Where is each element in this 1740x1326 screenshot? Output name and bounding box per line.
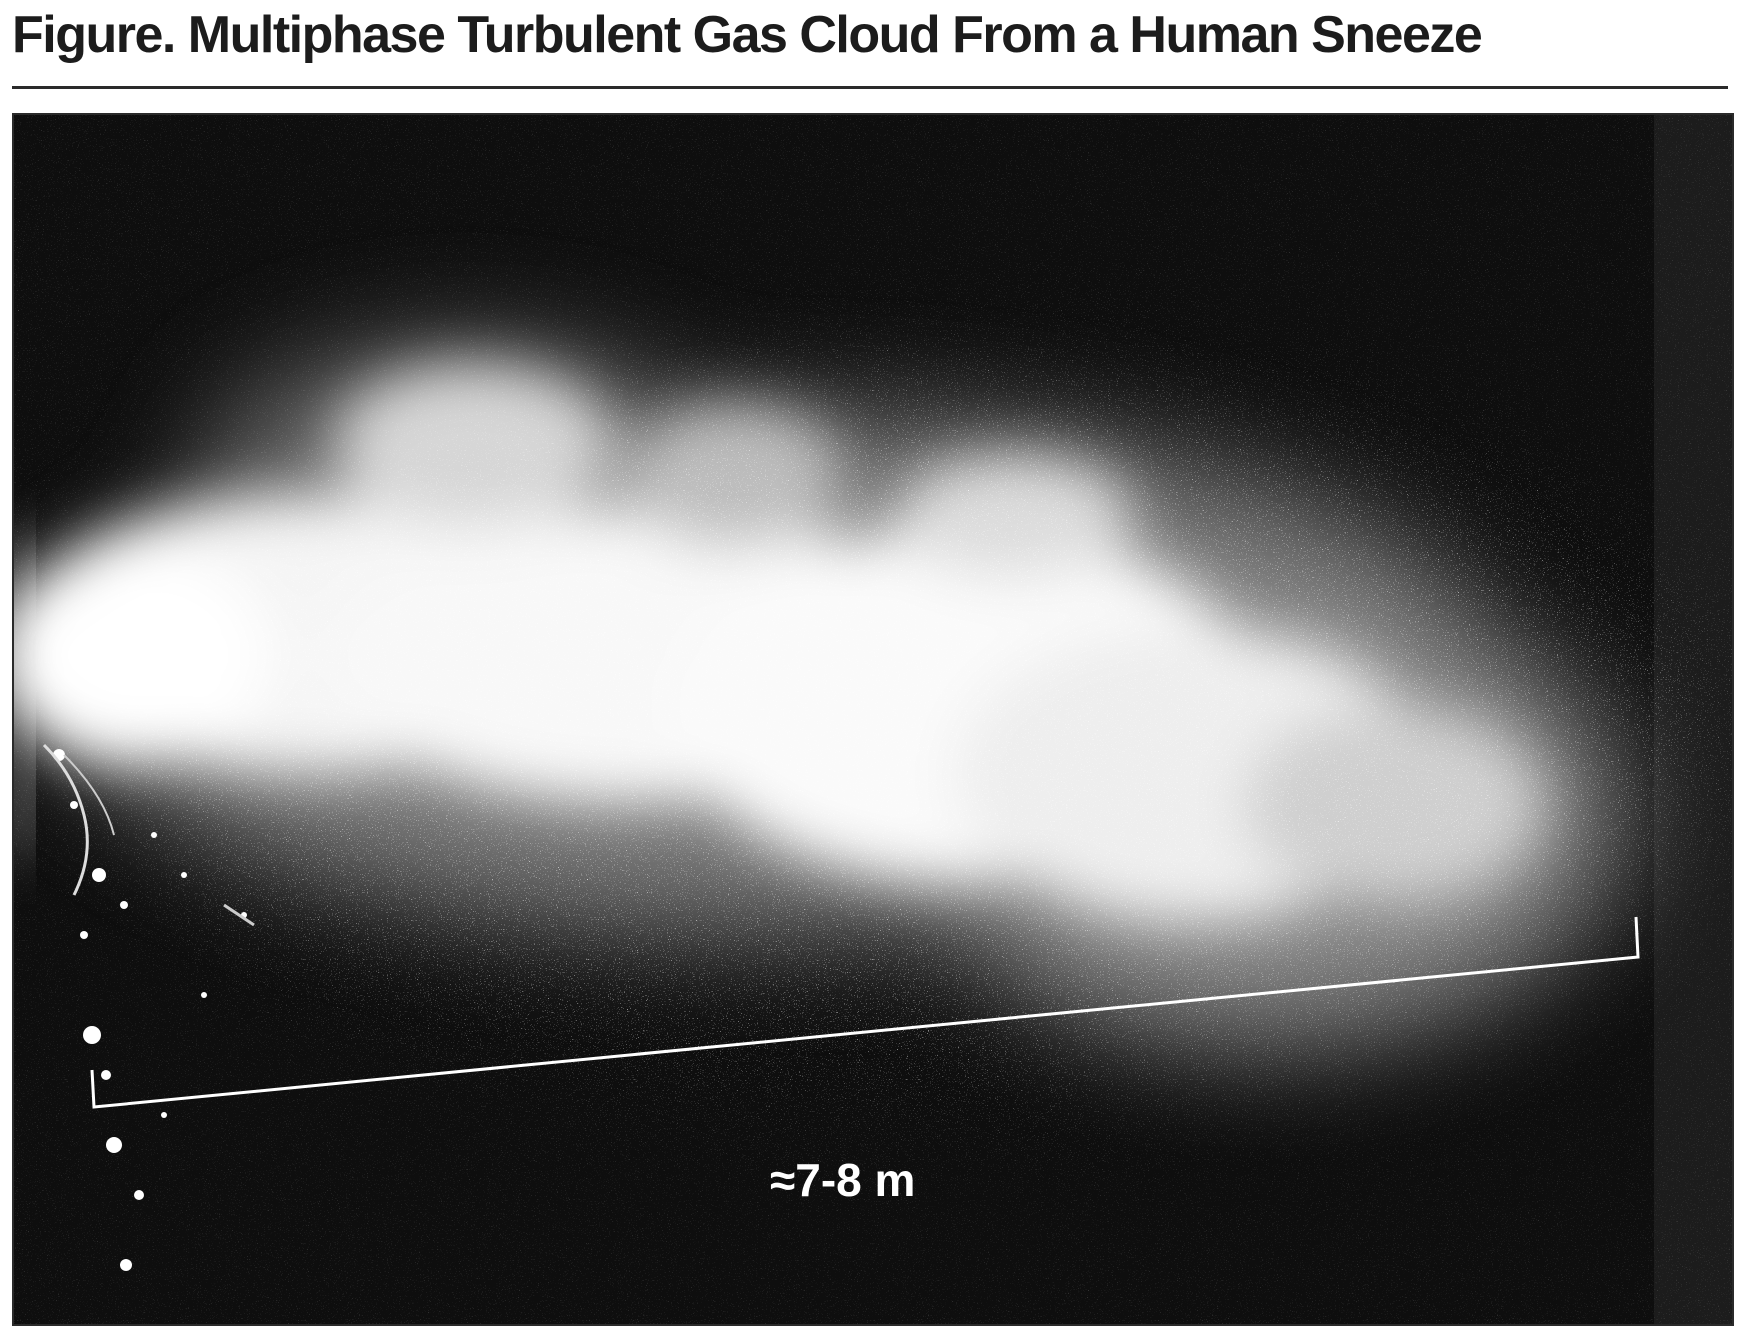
- sneeze-photograph: [12, 113, 1734, 1326]
- scale-bracket: [90, 916, 1640, 1109]
- title-divider: [12, 86, 1728, 89]
- scale-label: ≈7-8 m: [770, 1154, 916, 1206]
- figure-title: Figure. Multiphase Turbulent Gas Cloud F…: [12, 6, 1483, 64]
- falling-droplets: [42, 743, 255, 1271]
- gas-cloud-image: [14, 115, 1732, 1324]
